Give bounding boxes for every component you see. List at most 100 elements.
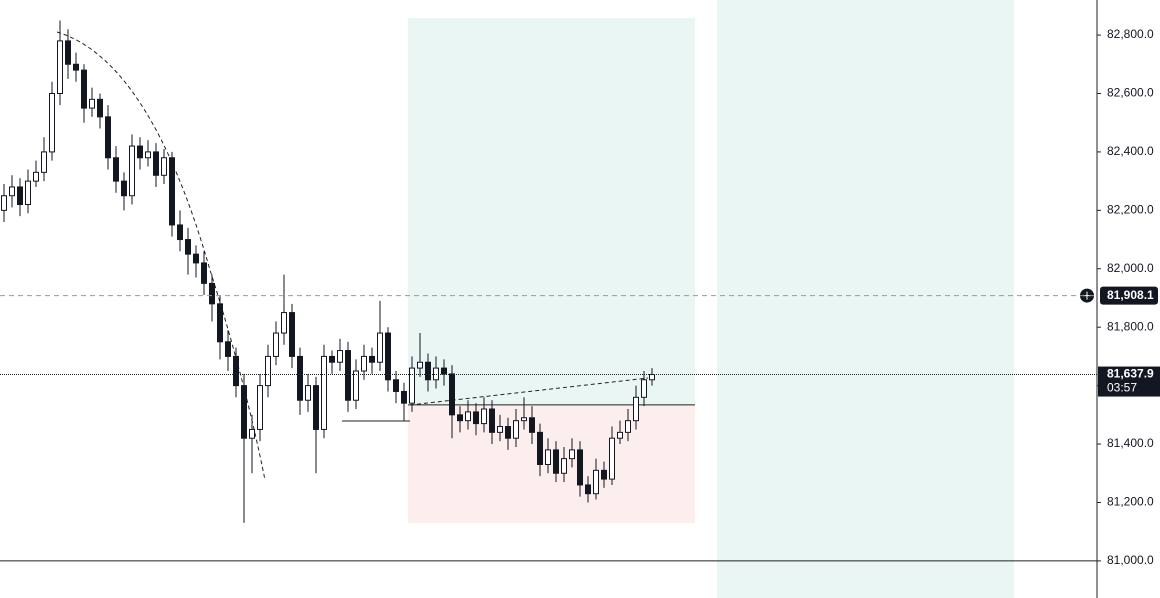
candle-body bbox=[409, 367, 415, 404]
candle-body bbox=[401, 390, 407, 404]
y-tick-label: 81,200.0 bbox=[1107, 495, 1154, 509]
candle-body bbox=[649, 374, 655, 381]
candle-body bbox=[369, 355, 375, 363]
target-zone bbox=[408, 18, 695, 405]
candle-body bbox=[273, 332, 279, 357]
y-tick-label: 82,600.0 bbox=[1107, 86, 1154, 100]
candle-body bbox=[9, 186, 15, 197]
y-tick-label: 82,800.0 bbox=[1107, 27, 1154, 41]
candle-body bbox=[305, 385, 311, 401]
candle-body bbox=[129, 145, 135, 197]
candle-body bbox=[121, 180, 127, 197]
candle-body bbox=[385, 332, 391, 381]
candle-body bbox=[433, 367, 439, 381]
candle-body bbox=[441, 367, 447, 375]
candle-body bbox=[505, 426, 511, 439]
candle-body bbox=[537, 431, 543, 465]
y-tick-label: 81,800.0 bbox=[1107, 319, 1154, 333]
candle-body bbox=[217, 303, 223, 343]
candle-body bbox=[329, 355, 335, 363]
candle-body bbox=[89, 98, 95, 109]
candle-body bbox=[561, 458, 567, 474]
y-tick-label: 82,400.0 bbox=[1107, 144, 1154, 158]
candle-body bbox=[153, 151, 159, 176]
candle-body bbox=[241, 385, 247, 439]
crosshair-badge bbox=[1100, 286, 1158, 305]
candle-body bbox=[593, 469, 599, 495]
candle-body bbox=[33, 171, 39, 182]
candle-body bbox=[105, 116, 111, 159]
y-tick-label: 82,200.0 bbox=[1107, 203, 1154, 217]
candle-body bbox=[625, 420, 631, 433]
candle-body bbox=[225, 341, 231, 357]
crosshair-label: 81,908.1 bbox=[1107, 288, 1154, 302]
candle-body bbox=[393, 379, 399, 392]
candle-body bbox=[553, 449, 559, 474]
candle-body bbox=[417, 361, 423, 369]
candle-body bbox=[201, 262, 207, 284]
candle-body bbox=[609, 437, 615, 480]
candle-body bbox=[601, 469, 607, 480]
candle-body bbox=[337, 350, 343, 363]
candle-body bbox=[1, 195, 7, 211]
candle-body bbox=[521, 417, 527, 422]
last-price-label: 81,637.9 bbox=[1107, 367, 1154, 381]
candle-body bbox=[617, 431, 623, 439]
candle-body bbox=[345, 350, 351, 401]
candle-body bbox=[377, 332, 383, 363]
candle-body bbox=[457, 414, 463, 422]
candle-body bbox=[361, 355, 367, 372]
candle-body bbox=[497, 426, 503, 433]
candle-body bbox=[113, 157, 119, 182]
candle-body bbox=[193, 253, 199, 264]
last-price-badge bbox=[1098, 366, 1160, 397]
candle-body bbox=[73, 63, 79, 71]
candle-body bbox=[177, 224, 183, 241]
y-tick-label: 81,000.0 bbox=[1107, 553, 1154, 567]
stop-zone bbox=[408, 404, 695, 523]
candle-body bbox=[265, 355, 271, 387]
candle-body bbox=[313, 385, 319, 430]
candle-body bbox=[169, 157, 175, 226]
trend-drawing bbox=[409, 377, 649, 406]
candle-body bbox=[569, 449, 575, 460]
candle-body bbox=[585, 484, 591, 495]
candle-body bbox=[481, 408, 487, 425]
candle-body bbox=[425, 361, 431, 381]
candle-body bbox=[161, 157, 167, 176]
candle-body bbox=[489, 408, 495, 433]
candle-body bbox=[473, 411, 479, 425]
candle-body bbox=[297, 355, 303, 401]
candle-body bbox=[209, 282, 215, 305]
y-tick-label: 81,400.0 bbox=[1107, 436, 1154, 450]
candle-body bbox=[449, 373, 455, 416]
candle-body bbox=[641, 379, 647, 398]
candle-body bbox=[17, 186, 23, 205]
candle-body bbox=[257, 385, 263, 430]
time-range-shade bbox=[717, 0, 1014, 598]
candles bbox=[1, 20, 655, 523]
candle-body bbox=[353, 370, 359, 401]
candle-body bbox=[289, 312, 295, 357]
countdown-label: 03:57 bbox=[1107, 381, 1137, 395]
candle-body bbox=[633, 396, 639, 422]
candle-body bbox=[281, 312, 287, 334]
candle-body bbox=[41, 151, 47, 173]
candle-body bbox=[545, 449, 551, 465]
candle-body bbox=[25, 180, 31, 205]
y-tick-label: 82,000.0 bbox=[1107, 261, 1154, 275]
candle-body bbox=[145, 151, 151, 159]
candle-body bbox=[49, 92, 55, 153]
candle-body bbox=[249, 428, 255, 439]
candle-body bbox=[97, 98, 103, 118]
candle-body bbox=[81, 69, 87, 109]
price-axis: 81,000.081,200.081,400.081,600.081,800.0… bbox=[1080, 0, 1160, 598]
arc-drawing bbox=[56, 31, 266, 481]
candle-body bbox=[57, 40, 63, 94]
candle-body bbox=[465, 411, 471, 422]
candle-body bbox=[65, 40, 71, 65]
candle-body bbox=[137, 145, 143, 159]
position-box bbox=[408, 18, 695, 523]
candle-body bbox=[185, 239, 191, 255]
